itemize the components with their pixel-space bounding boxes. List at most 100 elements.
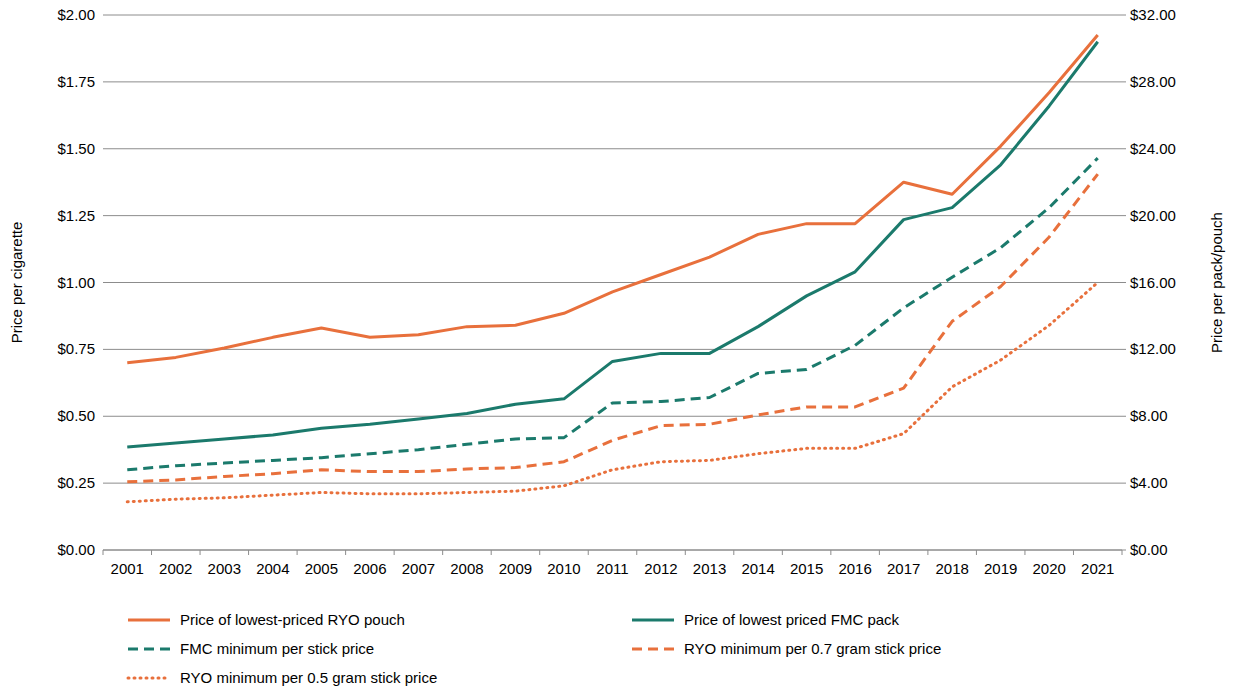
x-tick xyxy=(442,550,443,555)
y-tick-label: $1.00 xyxy=(57,274,95,291)
x-tick-label: 2019 xyxy=(984,560,1017,577)
y2-tick-label: $16.00 xyxy=(1130,274,1176,291)
y2-tick-label: $28.00 xyxy=(1130,73,1176,90)
x-tick-label: 2012 xyxy=(644,560,677,577)
chart: $0.00 $0.25 $0.50 $0.75 $1.00 $1.25 $1.50 $1.75… xyxy=(0,0,1237,695)
x-tick-label: 2004 xyxy=(256,560,289,577)
grid-line xyxy=(103,483,1122,484)
y-tick-label: $0.75 xyxy=(57,340,95,357)
y2-tick-label: $4.00 xyxy=(1130,474,1168,491)
legend-label: Price of lowest priced FMC pack xyxy=(684,611,900,628)
series-line xyxy=(127,283,1097,502)
y2-tick xyxy=(1122,215,1126,216)
grid-line xyxy=(103,81,1122,82)
y2-tick xyxy=(1122,282,1126,283)
y2-tick xyxy=(1122,81,1126,82)
y2-tick-label: $12.00 xyxy=(1130,340,1176,357)
x-tick xyxy=(539,550,540,555)
x-tick xyxy=(588,550,589,555)
series-line xyxy=(127,35,1097,363)
x-tick xyxy=(830,550,831,555)
x-tick-label: 2013 xyxy=(693,560,726,577)
grid-line xyxy=(103,349,1122,350)
x-tick-label: 2002 xyxy=(159,560,192,577)
x-tick-label: 2015 xyxy=(790,560,823,577)
legend-swatch xyxy=(632,619,674,622)
grid-line xyxy=(103,282,1122,283)
x-tick-label: 2008 xyxy=(450,560,483,577)
y2-tick-label: $32.00 xyxy=(1130,6,1176,23)
legend-label: Price of lowest-priced RYO pouch xyxy=(180,611,405,628)
x-tick xyxy=(782,550,783,555)
grid-line xyxy=(103,416,1122,417)
x-tick-label: 2007 xyxy=(402,560,435,577)
y2-tick xyxy=(1122,15,1126,16)
lines xyxy=(127,35,1097,502)
legend-swatch xyxy=(128,619,170,622)
x-tick-label: 2021 xyxy=(1081,560,1114,577)
y-tick-label: $0.00 xyxy=(57,541,95,558)
x-tick xyxy=(879,550,880,555)
grid-line xyxy=(103,550,1122,551)
grid-line xyxy=(103,148,1122,149)
y2-tick-label: $20.00 xyxy=(1130,207,1176,224)
x-tick xyxy=(297,550,298,555)
x-tick xyxy=(685,550,686,555)
grid-line xyxy=(103,215,1122,216)
y2-axis-title: Price per pack/pouch xyxy=(1208,212,1225,353)
x-tick xyxy=(103,550,104,555)
grid xyxy=(103,15,1122,550)
x-tick-label: 2001 xyxy=(111,560,144,577)
legend-swatch xyxy=(128,677,170,680)
y2-tick-label: $8.00 xyxy=(1130,407,1168,424)
x-tick xyxy=(200,550,201,555)
y-axis-title: Price per cigarette xyxy=(8,222,25,344)
y2-tick xyxy=(1122,416,1126,417)
legend-label: RYO minimum per 0.7 gram stick price xyxy=(684,640,941,657)
x-tick xyxy=(151,550,152,555)
y-tick-label: $1.25 xyxy=(57,207,95,224)
x-tick xyxy=(733,550,734,555)
y-tick-label: $1.50 xyxy=(57,140,95,157)
series-line xyxy=(127,42,1097,447)
legend-label: RYO minimum per 0.5 gram stick price xyxy=(180,669,437,686)
x-tick xyxy=(491,550,492,555)
x-tick-label: 2005 xyxy=(305,560,338,577)
x-tick-label: 2003 xyxy=(208,560,241,577)
x-tick xyxy=(976,550,977,555)
x-tick-label: 2018 xyxy=(935,560,968,577)
y-tick-label: $2.00 xyxy=(57,6,95,23)
x-tick xyxy=(1073,550,1074,555)
grid-line xyxy=(103,15,1122,16)
y2-tick xyxy=(1122,349,1126,350)
y2-tick-label: $24.00 xyxy=(1130,140,1176,157)
y2-tick xyxy=(1122,148,1126,149)
y2-tick xyxy=(1122,550,1126,551)
x-tick-label: 2006 xyxy=(353,560,386,577)
y2-tick-label: $0.00 xyxy=(1130,541,1168,558)
y2-tick xyxy=(1122,483,1126,484)
y-tick-label: $1.75 xyxy=(57,73,95,90)
series-line xyxy=(127,158,1097,470)
x-tick xyxy=(1024,550,1025,555)
x-tick xyxy=(636,550,637,555)
x-axis xyxy=(103,550,1122,551)
x-tick-label: 2020 xyxy=(1033,560,1066,577)
legend-swatch xyxy=(632,648,674,651)
y-tick-label: $0.50 xyxy=(57,407,95,424)
x-tick xyxy=(1122,550,1123,555)
x-tick xyxy=(394,550,395,555)
x-tick xyxy=(927,550,928,555)
legend: Price of lowest-priced RYO pouch Price of… xyxy=(128,611,941,686)
x-tick-label: 2014 xyxy=(741,560,774,577)
y-tick-label: $0.25 xyxy=(57,474,95,491)
x-tick-label: 2009 xyxy=(499,560,532,577)
x-tick-label: 2017 xyxy=(887,560,920,577)
x-tick xyxy=(248,550,249,555)
x-tick-label: 2016 xyxy=(838,560,871,577)
legend-swatch xyxy=(128,648,170,651)
legend-label: FMC minimum per stick price xyxy=(180,640,374,657)
x-tick-label: 2010 xyxy=(547,560,580,577)
x-tick-label: 2011 xyxy=(596,560,628,577)
x-tick xyxy=(345,550,346,555)
